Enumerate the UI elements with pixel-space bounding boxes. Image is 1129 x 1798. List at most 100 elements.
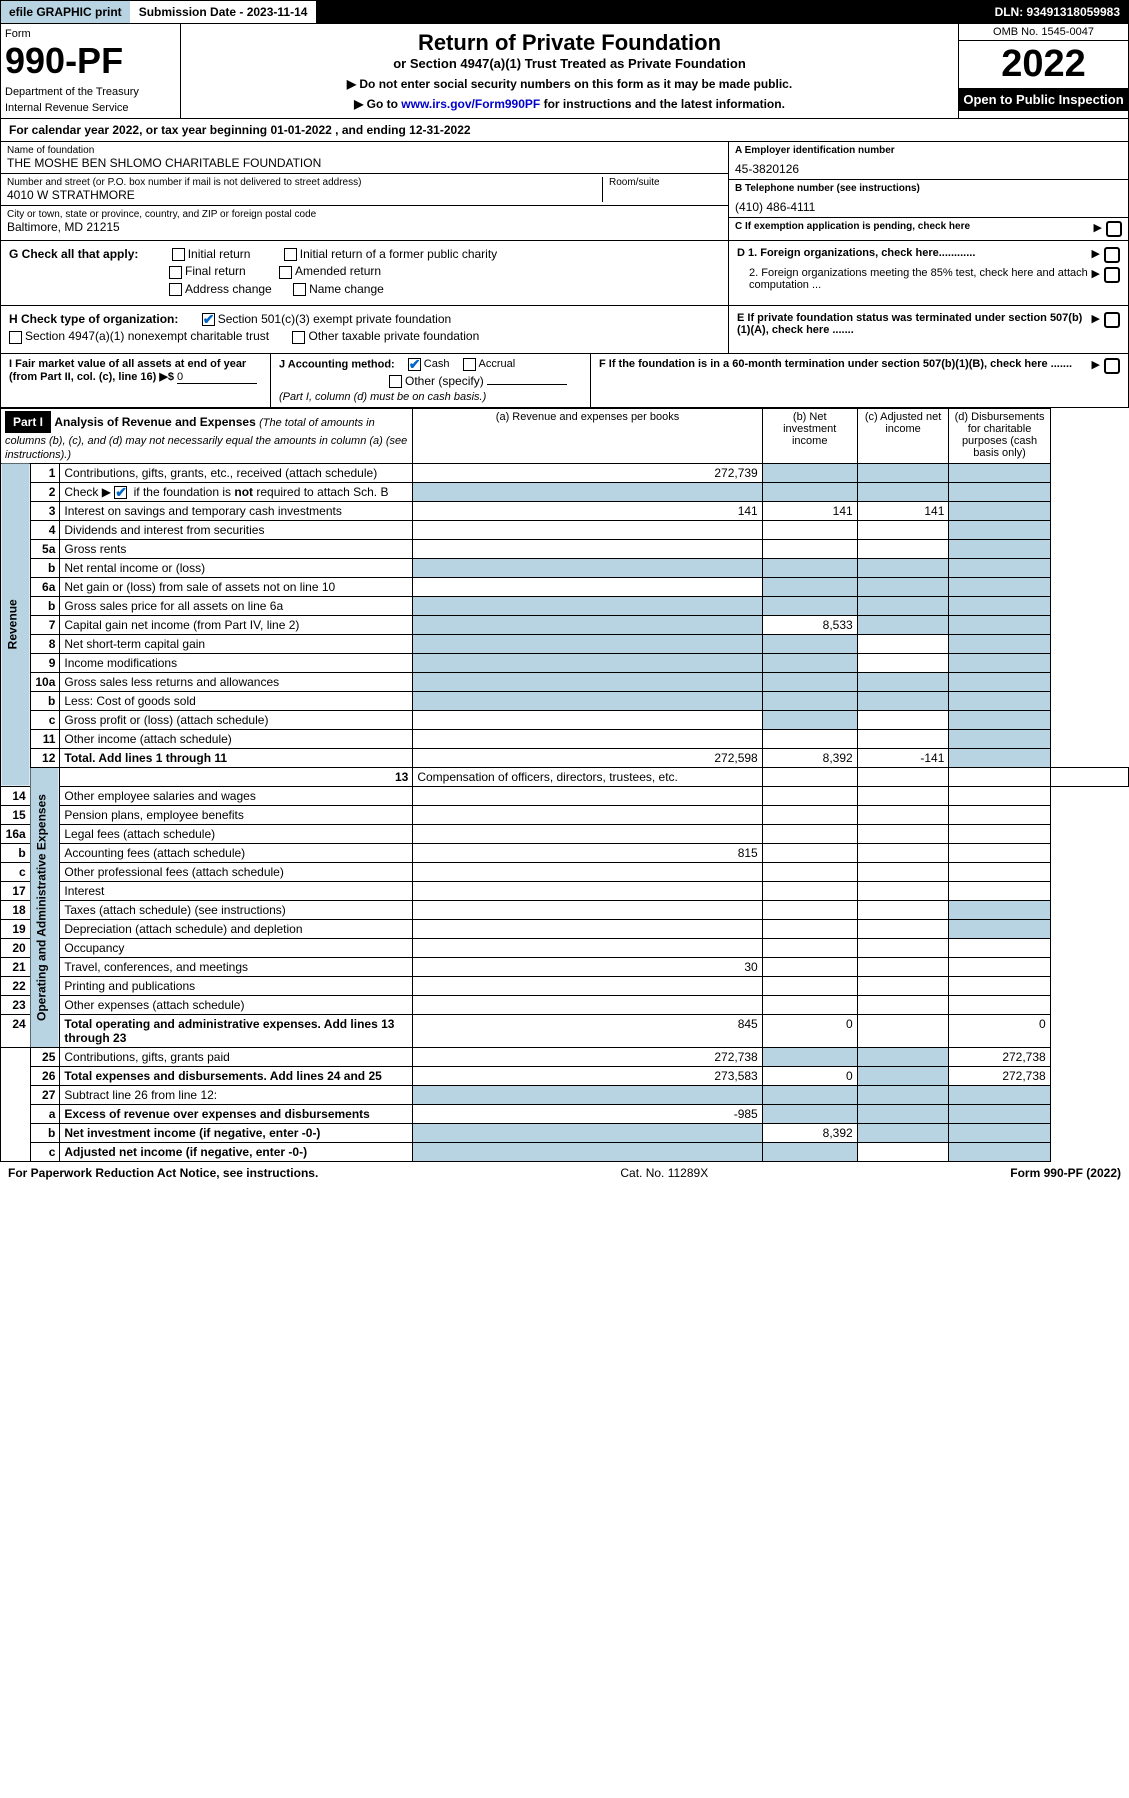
line-desc: Compensation of officers, directors, tru… [413, 768, 762, 787]
g-addr-change: Address change [185, 282, 272, 296]
line-no: 26 [30, 1067, 60, 1086]
name-change-checkbox[interactable] [293, 283, 306, 296]
line-no: 6a [30, 578, 60, 597]
c-checkbox[interactable] [1106, 221, 1122, 237]
amt-c: -141 [857, 749, 949, 768]
footer-right: Form 990-PF (2022) [1010, 1166, 1121, 1180]
schb-checkbox[interactable] [114, 486, 127, 499]
omb: OMB No. 1545-0047 [959, 24, 1128, 41]
form-header: Form 990-PF Department of the Treasury I… [0, 24, 1129, 119]
line-no: 11 [30, 730, 60, 749]
line-no: 3 [30, 502, 60, 521]
footer-mid: Cat. No. 11289X [620, 1166, 708, 1180]
amt-b: 8,392 [762, 749, 857, 768]
form-center: Return of Private Foundation or Section … [181, 24, 958, 118]
name-right: A Employer identification number 45-3820… [728, 142, 1128, 240]
footer: For Paperwork Reduction Act Notice, see … [0, 1162, 1129, 1184]
line-no: b [30, 559, 60, 578]
form-title: Return of Private Foundation [187, 30, 952, 56]
amt-c [857, 463, 949, 482]
amt-a: -985 [413, 1105, 762, 1124]
h3-checkbox[interactable] [292, 331, 305, 344]
line-desc: Printing and publications [60, 977, 413, 996]
city-box: City or town, state or province, country… [1, 205, 728, 237]
amt-d: 0 [949, 1015, 1050, 1048]
d2-checkbox[interactable] [1104, 267, 1120, 283]
accrual-checkbox[interactable] [463, 358, 476, 371]
i-section: I Fair market value of all assets at end… [1, 354, 271, 407]
line-no: 12 [30, 749, 60, 768]
foundation-name-box: Name of foundation THE MOSHE BEN SHLOMO … [1, 142, 728, 173]
line-desc: Total. Add lines 1 through 11 [60, 749, 413, 768]
amt-b: 141 [762, 502, 857, 521]
ijf-section: I Fair market value of all assets at end… [0, 354, 1129, 408]
h2-checkbox[interactable] [9, 331, 22, 344]
part1-table: Part I Analysis of Revenue and Expenses … [0, 408, 1129, 1162]
amt-a: 272,738 [413, 1048, 762, 1067]
other-checkbox[interactable] [389, 375, 402, 388]
h1-checkbox[interactable] [202, 313, 215, 326]
line-no: 15 [1, 806, 31, 825]
line-no: 22 [1, 977, 31, 996]
f-checkbox[interactable] [1104, 358, 1120, 374]
arrow-icon: ▶ [1092, 247, 1100, 260]
line-desc: Pension plans, employee benefits [60, 806, 413, 825]
line-desc: Gross sales less returns and allowances [60, 673, 413, 692]
amt-b: 0 [762, 1015, 857, 1048]
line-no: 8 [30, 635, 60, 654]
form-number: 990-PF [5, 40, 176, 82]
line-no: 27 [30, 1086, 60, 1105]
name-label: Name of foundation [7, 145, 722, 156]
line-desc: Accounting fees (attach schedule) [60, 844, 413, 863]
amt-b: 8,392 [762, 1124, 857, 1143]
name-section: Name of foundation THE MOSHE BEN SHLOMO … [0, 142, 1129, 241]
cash-checkbox[interactable] [408, 358, 421, 371]
initial-checkbox[interactable] [172, 248, 185, 261]
line-desc: Gross sales price for all assets on line… [60, 597, 413, 616]
open-public: Open to Public Inspection [959, 88, 1128, 111]
line-desc: Occupancy [60, 939, 413, 958]
j-note: (Part I, column (d) must be on cash basi… [279, 391, 582, 403]
line-desc: Gross profit or (loss) (attach schedule) [60, 711, 413, 730]
irs-link[interactable]: www.irs.gov/Form990PF [401, 97, 540, 111]
line-desc: Other employee salaries and wages [60, 787, 413, 806]
line-no: c [30, 711, 60, 730]
dept2: Internal Revenue Service [5, 102, 176, 114]
line-desc: Total expenses and disbursements. Add li… [60, 1067, 413, 1086]
amt-a: 273,583 [413, 1067, 762, 1086]
addr-change-checkbox[interactable] [169, 283, 182, 296]
amt-a: 272,739 [413, 463, 762, 482]
tel-box: B Telephone number (see instructions) (4… [729, 179, 1128, 217]
j-other: Other (specify) [405, 374, 484, 388]
line-desc: Check ▶ if the foundation is not require… [60, 482, 413, 501]
c-box: C If exemption application is pending, c… [729, 217, 1128, 240]
h-e-section: H Check type of organization: Section 50… [0, 306, 1129, 354]
e-checkbox[interactable] [1104, 312, 1120, 328]
final-checkbox[interactable] [169, 266, 182, 279]
line-no: 19 [1, 920, 31, 939]
col-a-header: (a) Revenue and expenses per books [413, 408, 762, 463]
amended-checkbox[interactable] [279, 266, 292, 279]
amt-d: 272,738 [949, 1067, 1050, 1086]
foundation-name: THE MOSHE BEN SHLOMO CHARITABLE FOUNDATI… [7, 156, 722, 170]
room-label: Room/suite [609, 177, 722, 188]
line-no: a [30, 1105, 60, 1124]
g-initial: Initial return [188, 247, 251, 261]
line-no: 2 [30, 482, 60, 501]
d1-checkbox[interactable] [1104, 247, 1120, 263]
line-no: b [30, 597, 60, 616]
amt-d [949, 463, 1050, 482]
amt-a: 272,598 [413, 749, 762, 768]
line-no: 14 [1, 787, 31, 806]
amt-a: 141 [413, 502, 762, 521]
form-subtitle: or Section 4947(a)(1) Trust Treated as P… [187, 56, 952, 71]
line-no: c [30, 1143, 60, 1162]
line-desc: Adjusted net income (if negative, enter … [60, 1143, 413, 1162]
line-desc: Depreciation (attach schedule) and deple… [60, 920, 413, 939]
line-no: 10a [30, 673, 60, 692]
efile-label: efile GRAPHIC print [1, 1, 131, 23]
line-desc: Other professional fees (attach schedule… [60, 863, 413, 882]
line-no: b [30, 1124, 60, 1143]
initial-former-checkbox[interactable] [284, 248, 297, 261]
line-no: 13 [60, 768, 413, 787]
